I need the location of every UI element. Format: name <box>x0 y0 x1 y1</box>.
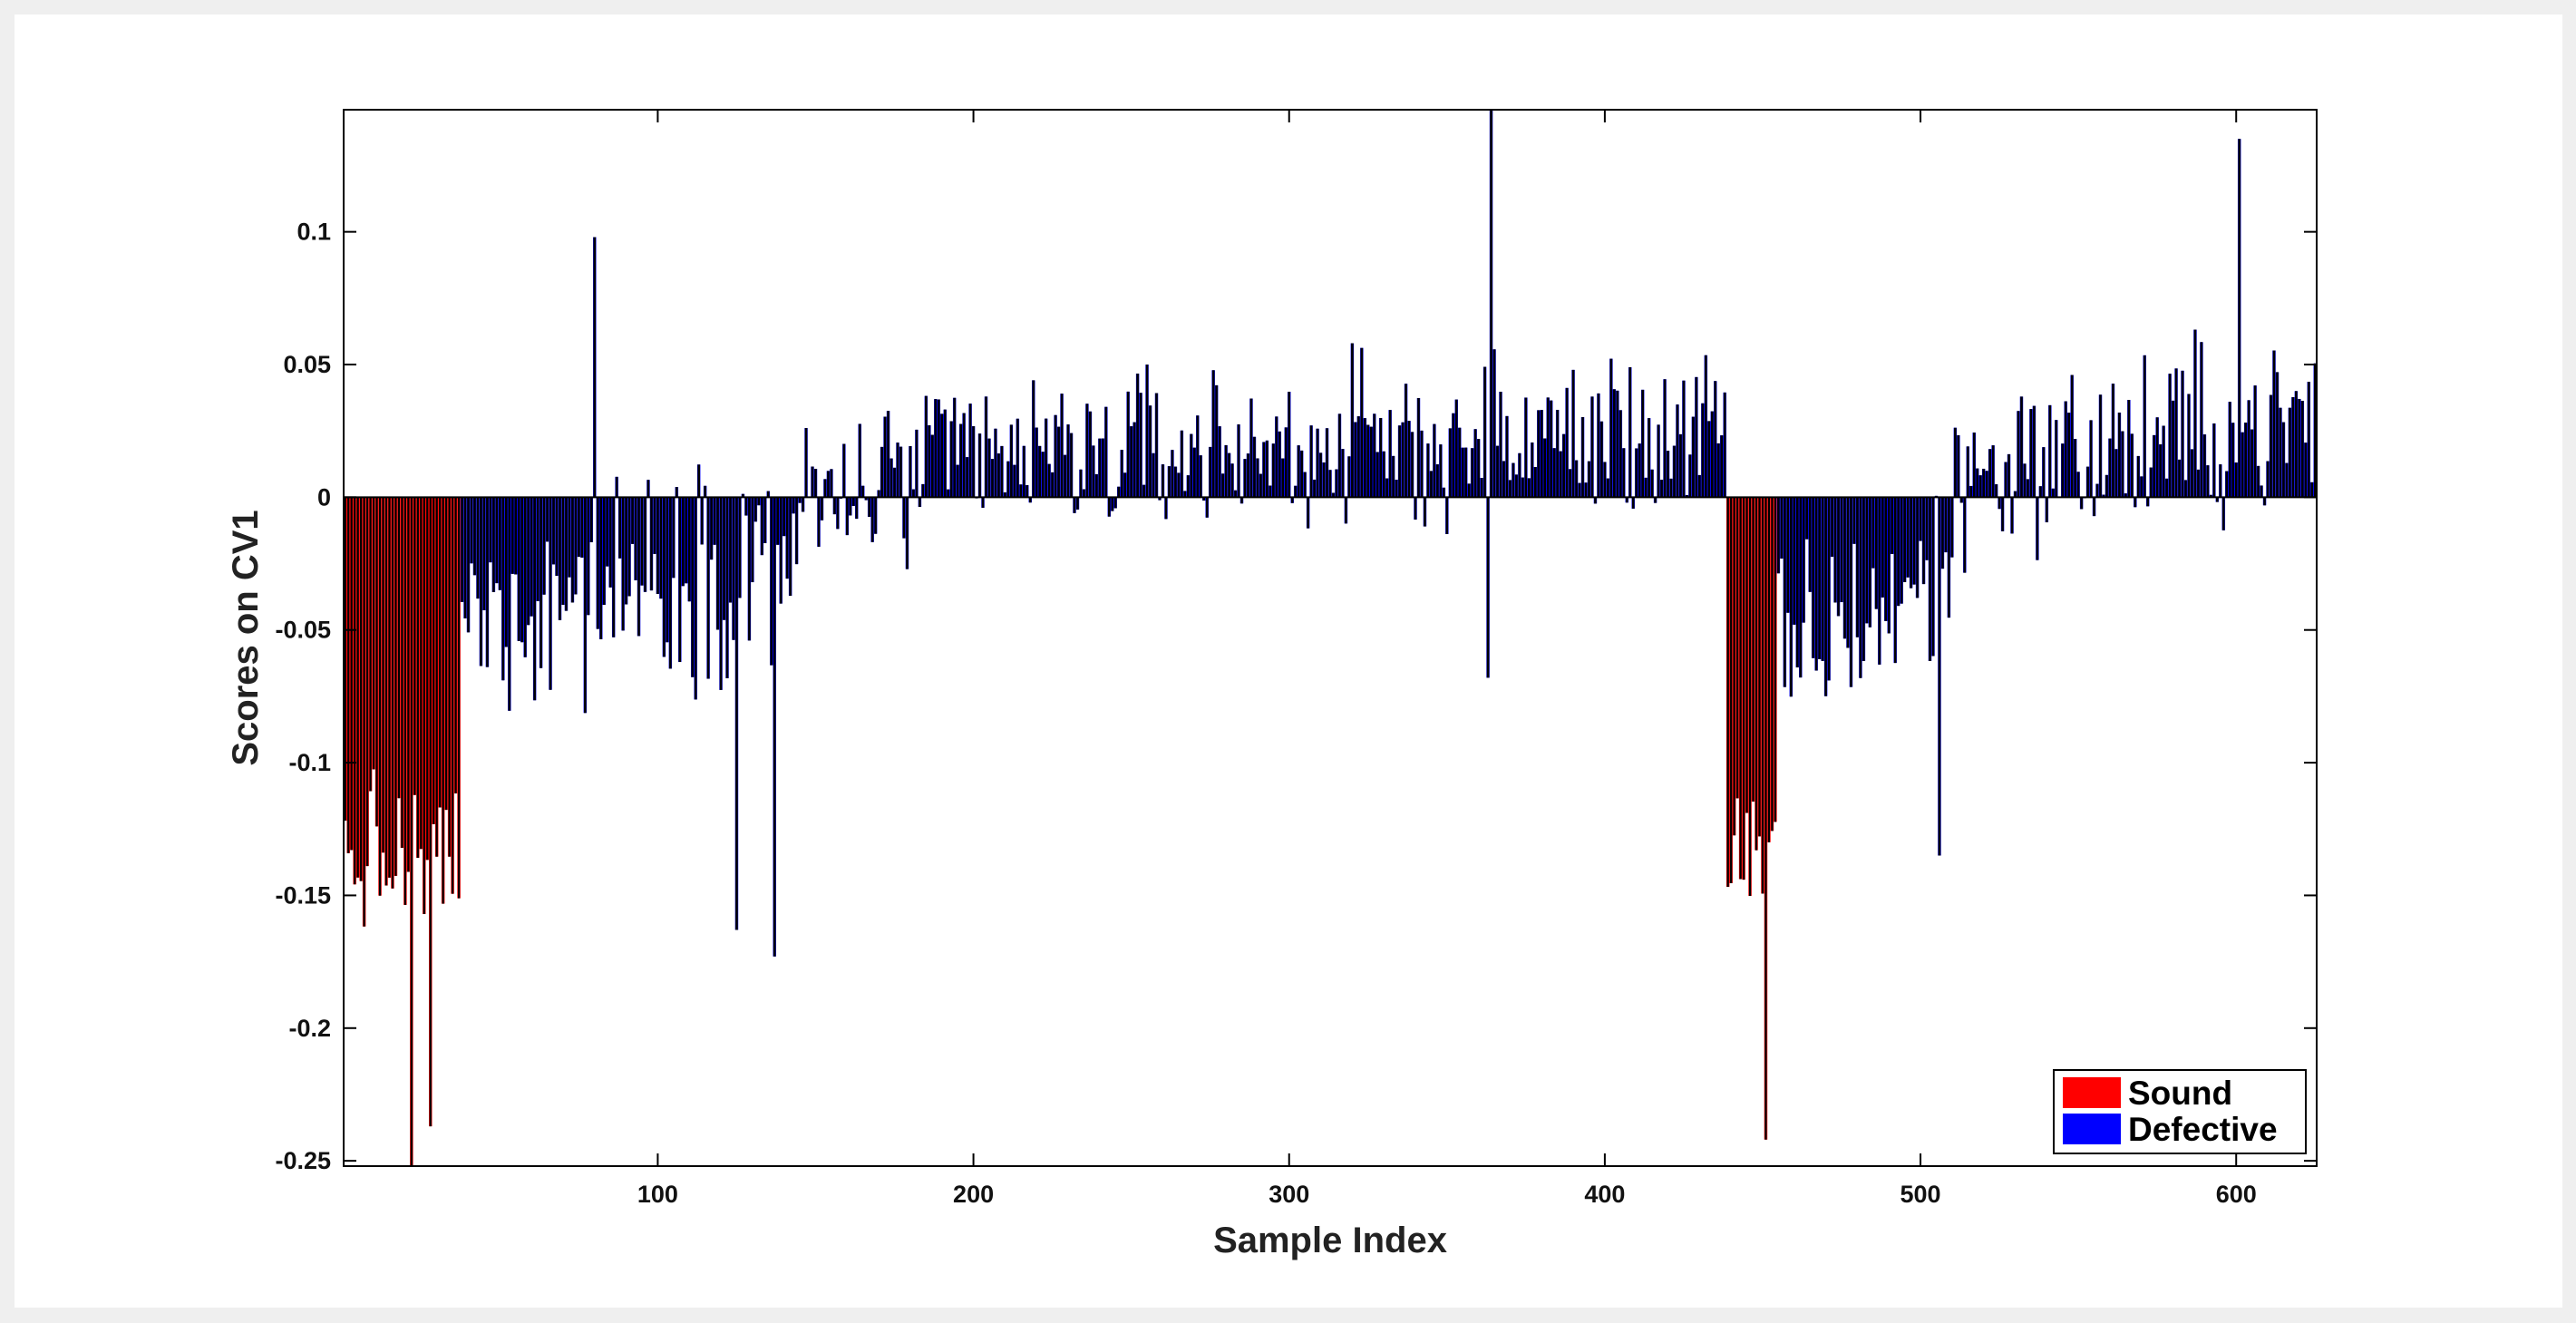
ticks-group: 100 200 300 400 500 600 -0.25 -0.2 -0.15 -0.1 -0.0… <box>275 110 2317 1208</box>
y-tick-label-4: -0.05 <box>275 617 331 644</box>
legend-label-sound: Sound <box>2128 1075 2232 1112</box>
x-tick-label-100: 100 <box>637 1181 678 1208</box>
axes-group <box>343 109 2318 1167</box>
plot-frame <box>343 109 2318 1167</box>
x-tick-label-300: 300 <box>1269 1181 1309 1208</box>
legend-swatch-sound <box>2063 1077 2121 1108</box>
x-tick-label-200: 200 <box>953 1181 994 1208</box>
legend-label-defective: Defective <box>2128 1111 2278 1148</box>
y-tick-label-1: -0.2 <box>288 1015 331 1042</box>
y-tick-label-3: -0.1 <box>288 749 331 776</box>
y-tick-label-6: 0.05 <box>283 351 331 378</box>
legend-swatch-defective <box>2063 1114 2121 1144</box>
y-tick-label-0: -0.25 <box>275 1147 331 1174</box>
bar-chart: 100 200 300 400 500 600 -0.25 -0.2 -0.15 -0.1 -0.0… <box>226 109 2318 1260</box>
x-tick-label-600: 600 <box>2216 1181 2257 1208</box>
figure-panel: 100 200 300 400 500 600 -0.25 -0.2 -0.15 -0.1 -0.0… <box>15 15 2562 1308</box>
y-tick-label-5: 0 <box>317 483 331 511</box>
y-axis-title: Scores on CV1 <box>226 510 266 765</box>
x-axis-title: Sample Index <box>1213 1221 1447 1260</box>
y-tick-label-2: -0.15 <box>275 881 331 909</box>
x-tick-label-500: 500 <box>1900 1181 1941 1208</box>
x-tick-label-400: 400 <box>1584 1181 1625 1208</box>
bars-group <box>344 110 2317 1166</box>
y-tick-label-7: 0.1 <box>296 219 331 246</box>
legend: Sound Defective <box>2053 1069 2307 1154</box>
